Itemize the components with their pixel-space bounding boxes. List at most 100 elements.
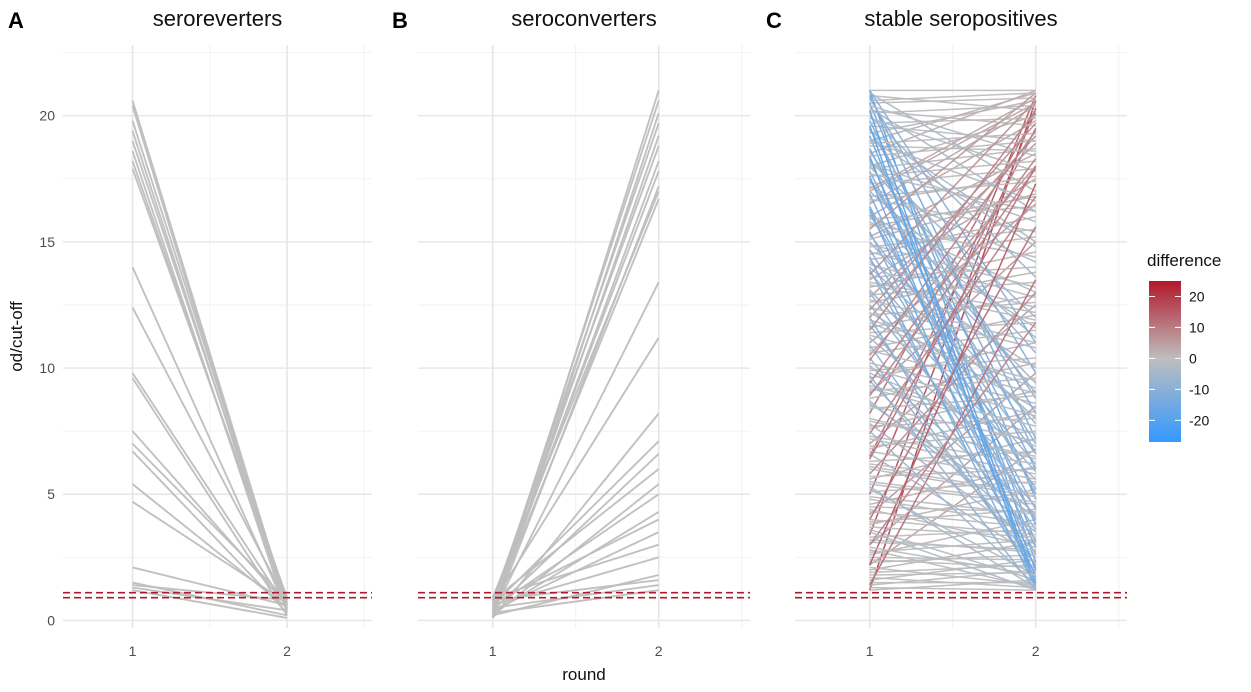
series-line bbox=[869, 284, 1036, 321]
legend-tick-label: -20 bbox=[1189, 412, 1209, 428]
series-line bbox=[131, 307, 288, 604]
series-line bbox=[869, 420, 1036, 458]
x-tick-label: 1 bbox=[489, 643, 497, 659]
series-line bbox=[869, 236, 1036, 261]
series-line bbox=[869, 559, 1036, 581]
series-line bbox=[131, 443, 288, 601]
series-line bbox=[869, 213, 1037, 490]
x-tick-label: 2 bbox=[1032, 643, 1040, 659]
panel-c: 1 2 stable seropositives C bbox=[766, 6, 1127, 659]
series-line bbox=[869, 321, 1036, 334]
series-line bbox=[869, 160, 1037, 319]
series-line bbox=[869, 205, 1036, 220]
series-line bbox=[869, 468, 1036, 478]
series-line bbox=[869, 384, 1036, 427]
series-line bbox=[492, 579, 659, 602]
series-line bbox=[869, 289, 1037, 473]
series-line bbox=[492, 453, 660, 612]
series-line bbox=[869, 158, 1037, 525]
series-line bbox=[869, 375, 1037, 591]
panel-title: seroconverters bbox=[511, 6, 657, 31]
series-line bbox=[869, 299, 1036, 344]
series-line bbox=[869, 99, 1036, 135]
series-line bbox=[869, 117, 1036, 172]
series-line bbox=[492, 589, 659, 614]
series-line bbox=[869, 480, 1036, 493]
legend-title: difference bbox=[1147, 251, 1221, 270]
series-line bbox=[492, 584, 659, 609]
panel-tag: B bbox=[392, 8, 408, 33]
series-line bbox=[132, 586, 288, 612]
series-line bbox=[131, 372, 288, 609]
series-line bbox=[869, 193, 1037, 548]
series-line bbox=[869, 95, 1037, 440]
series-line bbox=[869, 104, 1036, 114]
series-line bbox=[869, 546, 1036, 576]
panel-title: stable seropositives bbox=[864, 6, 1057, 31]
series-line bbox=[869, 541, 1036, 571]
series-line bbox=[869, 132, 1036, 145]
y-tick-label: 20 bbox=[39, 108, 55, 124]
panel-b: 1 2 seroconverters B bbox=[392, 6, 750, 659]
panel-tag: C bbox=[766, 8, 782, 33]
series-line bbox=[869, 221, 1037, 329]
series-line bbox=[869, 511, 1036, 528]
series-line bbox=[869, 463, 1036, 485]
series-line bbox=[869, 175, 1036, 203]
series-line bbox=[869, 117, 1036, 124]
series-line bbox=[869, 243, 1036, 289]
series-line bbox=[869, 256, 1037, 588]
series-line bbox=[869, 140, 1036, 157]
series-line bbox=[491, 145, 660, 601]
series-line bbox=[869, 92, 1037, 193]
series-line bbox=[869, 395, 1036, 410]
series-line bbox=[869, 147, 1036, 170]
series-line bbox=[869, 175, 1037, 578]
series-line bbox=[491, 191, 660, 599]
series-line bbox=[491, 337, 660, 604]
series-line bbox=[869, 165, 1037, 460]
series-line bbox=[869, 97, 1037, 190]
series-line bbox=[869, 130, 1037, 243]
series-line bbox=[869, 158, 1037, 384]
series-line bbox=[132, 589, 288, 619]
series-line bbox=[492, 483, 660, 617]
x-tick-label: 1 bbox=[866, 643, 874, 659]
series-line bbox=[869, 107, 1037, 213]
series-line bbox=[869, 185, 1037, 263]
series-line bbox=[131, 483, 288, 609]
legend-tick-label: 10 bbox=[1189, 319, 1205, 335]
x-axis-title: round bbox=[562, 665, 605, 684]
y-tick-label: 15 bbox=[39, 234, 55, 250]
series-line bbox=[869, 110, 1037, 331]
series-line bbox=[869, 122, 1037, 311]
series-line bbox=[869, 155, 1037, 571]
panel-tag: A bbox=[8, 8, 24, 33]
series-line bbox=[869, 130, 1037, 361]
series-line bbox=[869, 317, 1037, 581]
series-line bbox=[869, 387, 1036, 435]
series-line bbox=[869, 571, 1036, 576]
series-line bbox=[869, 114, 1036, 167]
series-line bbox=[869, 344, 1037, 573]
series-line bbox=[868, 125, 1037, 591]
series-line bbox=[869, 100, 1037, 276]
series-line bbox=[869, 97, 1036, 104]
legend-tick-label: 0 bbox=[1189, 350, 1197, 366]
legend-tick-label: -10 bbox=[1189, 381, 1209, 397]
series-line bbox=[869, 279, 1037, 586]
series-line bbox=[131, 430, 288, 606]
y-axis-title: od/cut-off bbox=[7, 301, 26, 372]
series-line bbox=[869, 167, 1036, 185]
series-line bbox=[869, 367, 1036, 417]
series-line bbox=[491, 198, 660, 609]
series-line bbox=[869, 195, 1037, 435]
series-line bbox=[869, 140, 1036, 203]
series-line bbox=[869, 541, 1036, 551]
y-tick-label: 10 bbox=[39, 360, 55, 376]
series-line bbox=[869, 564, 1036, 574]
series-line bbox=[869, 528, 1036, 538]
series-line bbox=[869, 165, 1037, 356]
